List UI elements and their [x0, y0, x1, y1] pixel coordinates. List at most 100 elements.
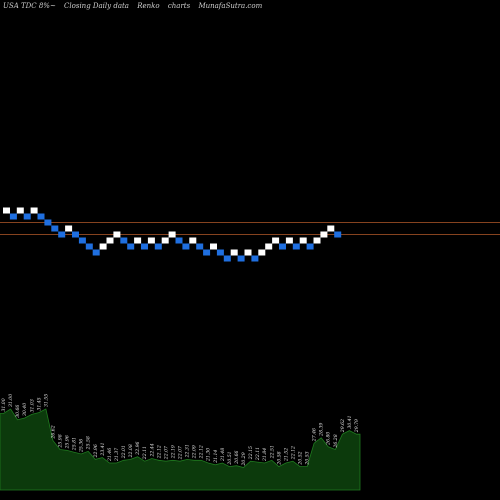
volume-value-label: 21.52 [283, 448, 289, 462]
volume-value-label: 22.96 [135, 441, 141, 455]
volume-value-label: 31.00 [8, 394, 14, 407]
renko-brick [16, 207, 24, 214]
volume-value-label: 29.79 [354, 419, 360, 433]
volume-value-label: 30.41 [347, 415, 353, 428]
volume-value-label: 26.28 [333, 434, 339, 448]
volume-value-label: 20.51 [227, 451, 233, 465]
renko-brick [72, 231, 79, 238]
renko-brick [30, 207, 38, 214]
volume-value-label: 21.14 [213, 450, 219, 464]
volume-value-label: 22.01 [121, 445, 127, 459]
volume-value-label: 25.96 [65, 435, 71, 449]
volume-value-label: 23.41 [100, 442, 106, 456]
renko-brick [272, 237, 280, 244]
volume-value-label: 25.81 [72, 437, 78, 451]
renko-brick [313, 237, 321, 244]
renko-brick [37, 213, 45, 220]
volume-value-label: 21.37 [114, 448, 120, 462]
renko-brick [147, 237, 155, 244]
renko-brick [196, 243, 204, 250]
chart-kind-label: Renko [137, 2, 160, 10]
renko-brick [161, 237, 169, 244]
renko-brick [230, 249, 238, 256]
volume-value-label: 27.46 [312, 428, 318, 442]
volume-value-label: 22.31 [185, 444, 191, 458]
renko-brick [285, 237, 293, 244]
volume-value-label: 22.11 [142, 446, 148, 460]
volume-value-label: 22.09 [192, 445, 198, 459]
renko-brick [203, 249, 211, 256]
renko-brick [306, 243, 314, 250]
volume-value-label: 25.36 [79, 439, 85, 453]
renko-brick [113, 231, 121, 238]
volume-value-label: 29.62 [340, 419, 346, 433]
renko-brick [85, 243, 93, 250]
renko-brick [182, 243, 190, 250]
volume-value-label: 22.08 [128, 444, 134, 458]
volume-value-label: 30.66 [15, 405, 21, 418]
renko-brick [99, 243, 107, 250]
renko-brick [78, 237, 86, 244]
renko-brick [265, 243, 273, 250]
volume-value-label: 20.29 [241, 452, 247, 466]
volume-value-label: 25.58 [86, 436, 92, 450]
volume-value-label: 22.07 [178, 446, 184, 460]
renko-brick [154, 243, 162, 250]
renko-brick [251, 255, 259, 262]
volume-value-label: 22.44 [149, 443, 155, 457]
renko-brick [106, 237, 114, 244]
renko-brick [23, 213, 31, 220]
renko-brick [58, 231, 66, 238]
volume-value-label: 21.46 [107, 448, 113, 462]
renko-brick [210, 243, 217, 250]
volume-value-label: 25.98 [58, 434, 64, 448]
renko-bricks [3, 207, 342, 262]
volume-value-label: 22.12 [290, 446, 296, 460]
volume-panel [0, 408, 361, 491]
volume-value-label: 22.51 [269, 445, 275, 459]
volume-value-label: 22.19 [170, 445, 176, 459]
renko-brick [9, 213, 17, 220]
renko-brick [120, 237, 128, 244]
renko-brick [51, 225, 59, 232]
volume-value-label: 26.62 [50, 425, 56, 439]
renko-brick [141, 243, 148, 250]
site-label: MunafaSutra.com [198, 2, 263, 10]
renko-brick [299, 237, 307, 244]
renko-brick [134, 237, 142, 244]
charts-word-label: charts [167, 2, 191, 10]
volume-value-label: 22.15 [248, 446, 254, 460]
renko-brick [44, 219, 52, 226]
level-lines [0, 222, 500, 235]
volume-value-label: 21.48 [220, 448, 226, 462]
renko-brick [223, 255, 231, 262]
volume-value-label: 28.39 [319, 423, 325, 437]
renko-brick [127, 243, 135, 250]
renko-brick [92, 249, 100, 256]
renko-brick [65, 225, 73, 232]
volume-value-label: 22.96 [93, 444, 99, 458]
renko-brick [237, 255, 245, 262]
renko-brick [216, 249, 224, 256]
volume-value-label: 21.30 [206, 448, 212, 462]
volume-value-label: 22.12 [156, 445, 162, 459]
volume-value-label: 20.66 [234, 450, 240, 464]
volume-value-label: 20.52 [298, 451, 304, 465]
volume-value-label: 30.40 [22, 403, 28, 416]
caption-label: Closing Daily data [64, 2, 129, 10]
volume-value-label: 26.80 [326, 432, 332, 446]
volume-value-label: 22.12 [199, 445, 205, 459]
volume-value-label: 31.55 [43, 394, 49, 407]
renko-brick [258, 249, 266, 256]
renko-brick [3, 207, 10, 214]
renko-brick [279, 243, 286, 250]
volume-value-label: 22.07 [163, 446, 169, 460]
volume-value-label: 31.45 [36, 397, 42, 410]
renko-brick [327, 225, 335, 232]
renko-brick [168, 231, 176, 238]
renko-brick [175, 237, 183, 244]
volume-value-label: 31.00 [1, 398, 7, 411]
volume-value-label: 20.53 [305, 451, 311, 465]
